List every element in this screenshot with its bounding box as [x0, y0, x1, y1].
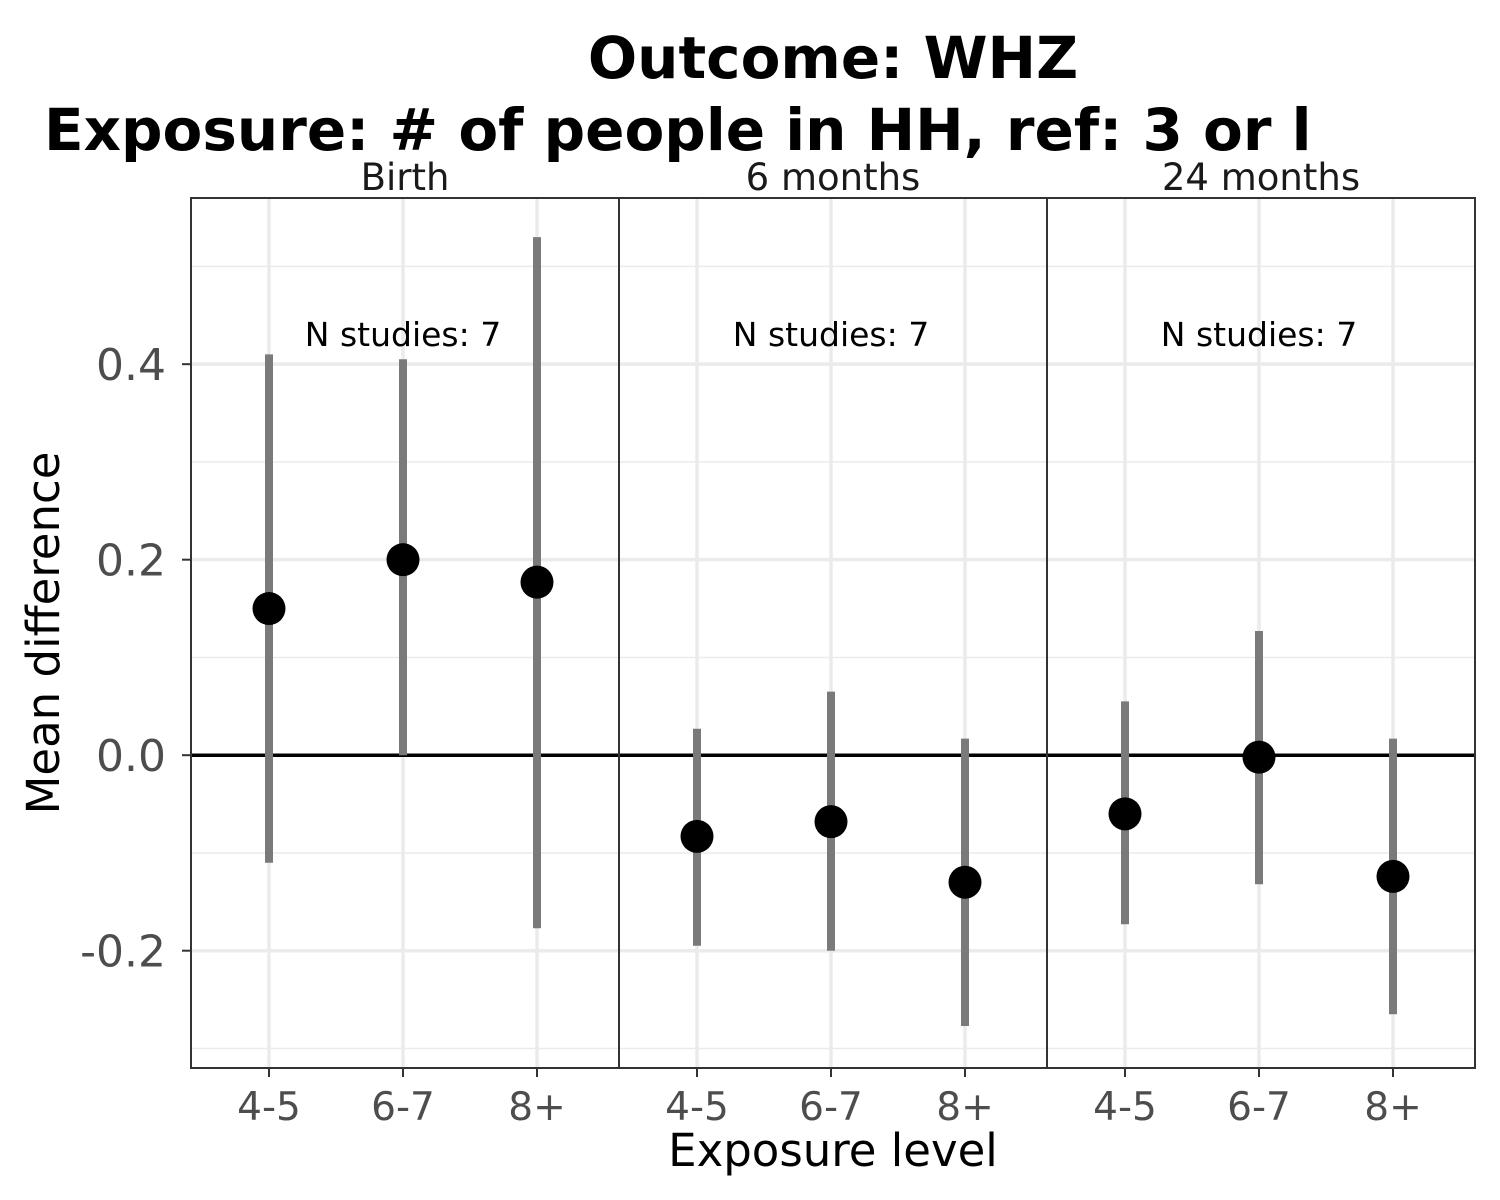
facet-strip-label: Birth — [361, 156, 450, 199]
facet-panels: N studies: 7 Birth 4-5 6-7 8+ N studies: 7 6 m… — [190, 156, 1476, 1130]
point-estimate — [520, 565, 554, 599]
x-tick-label: 4-5 — [1093, 1085, 1157, 1130]
point-estimate — [1108, 797, 1142, 831]
n-studies-annotation: N studies: 7 — [305, 315, 501, 354]
facet-panel: N studies: 7 24 months 4-5 6-7 8+ — [1046, 156, 1476, 1130]
x-tick-label: 8+ — [508, 1085, 566, 1130]
y-tick-label: -0.2 — [80, 927, 166, 978]
chart-subtitle: Exposure: # of people in HH, ref: 3 or l — [44, 96, 1312, 164]
x-axis-title: Exposure level — [668, 1124, 998, 1177]
x-tick-label: 6-7 — [371, 1085, 435, 1130]
y-axis-title: Mean difference — [17, 452, 70, 815]
y-tick-label: 0.0 — [96, 731, 166, 782]
point-estimate — [814, 805, 848, 839]
chart-title: Outcome: WHZ — [588, 24, 1078, 92]
point-estimate — [386, 543, 420, 577]
y-tick-label: 0.4 — [96, 340, 166, 391]
x-tick-label: 6-7 — [1227, 1085, 1291, 1130]
panel-border — [1046, 197, 1476, 1069]
point-estimate — [680, 819, 714, 853]
x-tick-label: 4-5 — [665, 1085, 729, 1130]
facet-strip-label: 24 months — [1162, 156, 1360, 199]
y-axis: -0.2 0.0 0.2 0.4 — [80, 340, 191, 978]
point-estimate — [948, 865, 982, 899]
facet-panel: N studies: 7 6 months 4-5 6-7 8+ — [618, 156, 1048, 1130]
y-tick-label: 0.2 — [96, 536, 166, 587]
facet-panel: N studies: 7 Birth 4-5 6-7 8+ — [190, 156, 620, 1130]
point-estimate — [1242, 740, 1276, 774]
n-studies-annotation: N studies: 7 — [1161, 315, 1357, 354]
point-estimate — [1376, 859, 1410, 893]
x-tick-label: 8+ — [936, 1085, 994, 1130]
x-tick-label: 8+ — [1364, 1085, 1422, 1130]
facet-strip-label: 6 months — [746, 156, 921, 199]
x-tick-label: 6-7 — [799, 1085, 863, 1130]
point-estimate — [252, 592, 286, 626]
x-tick-label: 4-5 — [237, 1085, 301, 1130]
n-studies-annotation: N studies: 7 — [733, 315, 929, 354]
